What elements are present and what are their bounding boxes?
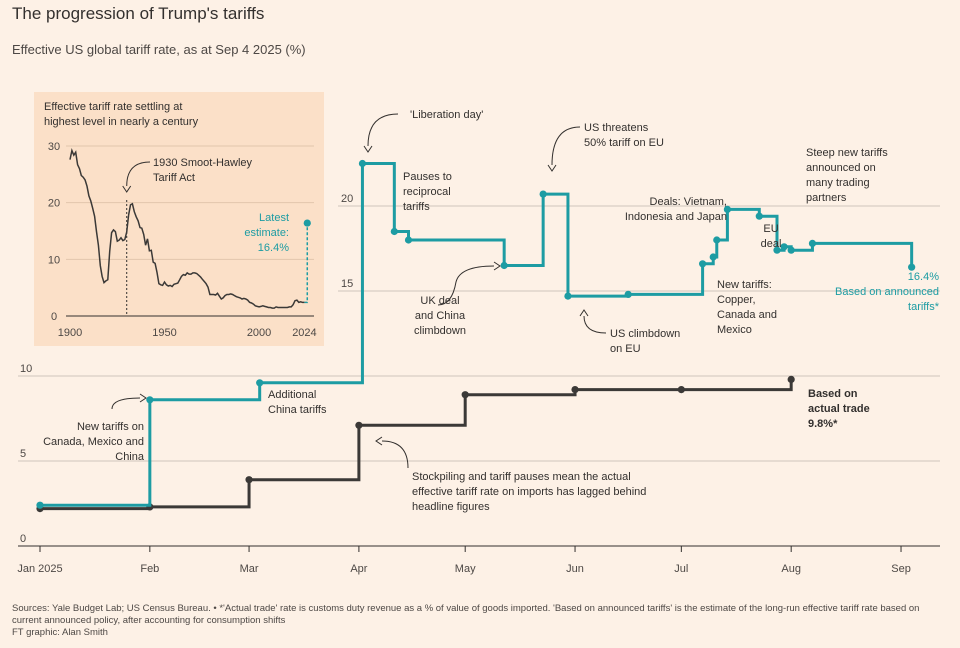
inset-x-tick-label: 1950 (152, 327, 176, 339)
annotation-us-threatens: US threatens 50% tariff on EU (584, 122, 664, 149)
inset-x-tick-label: 2024 (292, 327, 316, 339)
data-point (564, 292, 572, 300)
data-point (698, 260, 707, 268)
annotation-uk-deal: UK deal and China climbdown (414, 295, 466, 337)
data-point (773, 246, 781, 254)
annotation-additional-china: Additional China tariffs (268, 389, 327, 416)
inset-x-tick-label: 2000 (247, 327, 271, 339)
x-tick-label: Aug (781, 563, 801, 575)
annotation-arrow (111, 397, 141, 410)
footer-credit: FT graphic: Alan Smith (12, 627, 108, 638)
data-point (677, 386, 685, 394)
footer: Sources: Yale Budget Lab; US Census Bure… (12, 603, 932, 639)
x-tick-label: May (455, 563, 476, 575)
data-point (539, 190, 547, 198)
series-line-actual (40, 379, 793, 511)
x-tick-label: Jul (674, 563, 688, 575)
data-point (624, 290, 632, 298)
data-point (780, 243, 788, 251)
x-tick-label: Sep (891, 563, 911, 575)
y-tick-label: 20 (341, 193, 353, 205)
data-point (390, 227, 398, 236)
annotation-actual-end: Based on actual trade 9.8%* (808, 388, 870, 430)
x-tick-label: Feb (140, 563, 159, 575)
annotation-liberation-day: 'Liberation day' (410, 109, 483, 121)
data-point (256, 379, 264, 387)
arrow-head (493, 261, 501, 271)
chart-subtitle: Effective US global tariff rate, as at S… (12, 42, 306, 57)
annotation-arrow (381, 440, 409, 469)
data-point (358, 159, 367, 168)
y-tick-label: 15 (341, 278, 353, 290)
annotation-new-tariffs-copper: New tariffs: Copper, Canada and Mexico (717, 279, 777, 336)
inset-y-tick-label: 0 (51, 311, 57, 323)
data-point (787, 375, 795, 383)
annotation-eu-deal: EU deal (761, 223, 782, 250)
arrow-head (363, 145, 373, 153)
inset-background (34, 92, 324, 346)
annotation-arrow (367, 113, 399, 147)
annotation-new-tariffs-canada: New tariffs on Canada, Mexico and China (43, 421, 145, 463)
data-point (36, 501, 44, 509)
arrow-head (122, 185, 132, 193)
y-tick-label: 10 (20, 363, 32, 375)
inset-latest-point (303, 219, 311, 227)
annotation-arrow (551, 126, 581, 166)
inset-annotation-arrow (126, 161, 151, 187)
inset-y-tick-label: 30 (48, 141, 60, 153)
inset-y-tick-label: 10 (48, 254, 60, 266)
x-tick-label: Jun (566, 563, 584, 575)
x-tick-label: Apr (350, 563, 367, 575)
inset-marker-label: 1930 Smoot-Hawley Tariff Act (153, 157, 253, 184)
inset-x-tick-label: 1900 (58, 327, 82, 339)
data-point (500, 261, 508, 270)
arrow-head (547, 164, 557, 172)
footer-sources: Sources: Yale Budget Lab; US Census Bure… (12, 603, 920, 626)
y-tick-label: 5 (20, 448, 26, 460)
data-point (787, 246, 795, 254)
data-point (404, 236, 413, 244)
data-point (908, 263, 916, 271)
data-point (571, 386, 579, 394)
data-point (709, 253, 717, 261)
arrow-head (139, 393, 147, 403)
annotation-arrow (583, 315, 607, 334)
x-tick-label: Mar (240, 563, 259, 575)
y-tick-label: 0 (20, 533, 26, 545)
annotation-pauses: Pauses to reciprocal tariffs (403, 171, 452, 213)
inset-latest-dashed (304, 223, 309, 304)
annotation-deals: Deals: Vietnam, Indonesia and Japan (625, 196, 727, 223)
inset-latest-label: Latest estimate: 16.4% (244, 212, 289, 254)
annotation-announced-end: 16.4% Based on announced tariffs* (835, 271, 940, 313)
data-point (713, 236, 721, 244)
arrow-head (579, 309, 589, 317)
annotation-arrow (437, 265, 495, 306)
data-point (461, 391, 469, 399)
annotation-us-climbdown: US climbdown on EU (610, 328, 680, 355)
data-point (808, 239, 817, 247)
data-point (723, 205, 732, 213)
inset-title: Effective tariff rate settling at highest… (44, 101, 199, 128)
data-point (245, 476, 253, 484)
annotation-steep-tariffs: Steep new tariffs announced on many tradin… (806, 147, 888, 204)
data-point (146, 396, 154, 404)
data-point (755, 212, 763, 220)
inset-y-tick-label: 20 (48, 198, 60, 210)
tariff-chart: 0 5 10 15 20 Jan 2025 Feb Mar Apr May Jun Jul Aug Sep… (17, 92, 940, 575)
annotation-stockpiling: Stockpiling and tariff pauses mean the a… (412, 471, 646, 513)
data-point (355, 421, 363, 429)
arrow-head (375, 436, 383, 446)
x-tick-label: Jan 2025 (17, 563, 62, 575)
chart-title: The progression of Trump's tariffs (12, 4, 265, 23)
inset-history-line (69, 147, 305, 309)
